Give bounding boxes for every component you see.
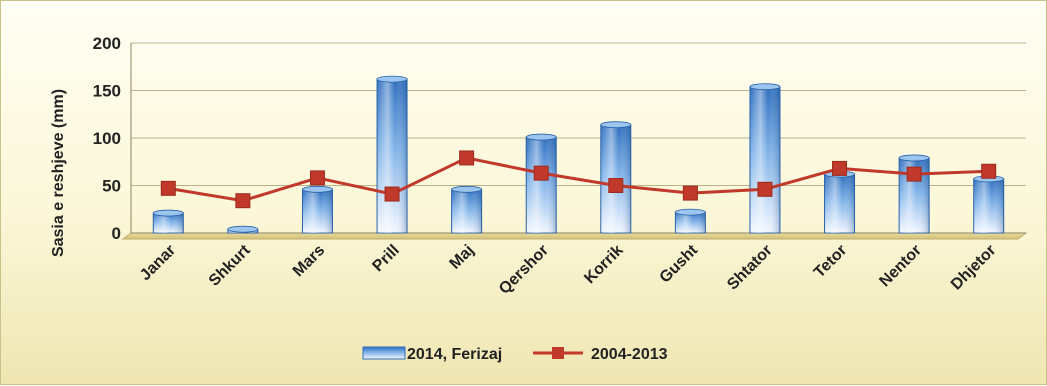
line-series	[160, 150, 997, 209]
x-tick-label: Janar	[137, 242, 179, 284]
line-point	[906, 166, 922, 182]
legend: 2014, Ferizaj 2004-2013	[362, 346, 668, 363]
bar-highlight	[302, 189, 333, 233]
plot-floor	[121, 232, 1028, 240]
x-tick-label: Gusht	[657, 241, 702, 286]
x-tick-label: Dhjetor	[948, 242, 1000, 294]
legend-bar-label: 2014, Ferizaj	[407, 346, 502, 363]
bar-top	[525, 133, 557, 141]
line-point	[384, 186, 400, 202]
line-point	[160, 180, 176, 196]
bar-highlight	[526, 137, 557, 233]
y-tick-label: 50	[102, 177, 121, 196]
bar-highlight	[675, 212, 706, 233]
bar-highlight	[153, 213, 184, 233]
bar-top	[600, 121, 632, 129]
x-tick-label: Korrik	[581, 242, 626, 287]
bar-top	[898, 154, 930, 162]
bar-top	[227, 225, 259, 233]
y-axis-ticks: 0 50 100 150 200	[93, 34, 121, 243]
x-tick-label: Tetor	[811, 242, 850, 281]
grid-lines	[121, 42, 1028, 240]
bar-highlight	[973, 178, 1004, 233]
legend-line-label: 2004-2013	[591, 346, 668, 363]
x-tick-label: Mars	[290, 242, 329, 281]
x-tick-label: Shtator	[724, 242, 776, 294]
x-tick-label: Maj	[447, 242, 478, 273]
line-point	[757, 181, 773, 197]
line-point	[981, 163, 997, 179]
y-tick-label: 100	[93, 129, 121, 148]
legend-bar-swatch	[362, 346, 406, 360]
bar-highlight	[749, 86, 780, 233]
legend-line-marker	[552, 347, 564, 359]
bar-highlight	[377, 79, 408, 233]
line-point	[235, 193, 251, 209]
x-axis-categories: Janar Shkurt Mars Prill Maj Qershor Korrik Gush…	[137, 241, 1000, 298]
line-point	[682, 185, 698, 201]
x-tick-label: Shkurt	[206, 241, 254, 289]
bar-top	[451, 185, 483, 193]
bar-highlight	[451, 189, 482, 233]
bar-series	[152, 75, 1005, 234]
y-axis-label: Sasia e reshjeve (mm)	[50, 89, 67, 257]
bar-top	[674, 208, 706, 216]
x-tick-label: Qershor	[496, 242, 552, 298]
series-line	[168, 156, 989, 203]
line-point	[533, 165, 549, 181]
x-tick-label: Prill	[369, 242, 402, 275]
line-point	[309, 170, 325, 186]
line-point	[832, 160, 848, 176]
y-tick-label: 200	[93, 34, 121, 53]
line-point	[459, 150, 475, 166]
y-tick-label: 0	[112, 224, 121, 243]
bar-top	[302, 185, 333, 193]
bar-top	[152, 209, 184, 217]
line-point	[608, 178, 624, 193]
bar-top	[376, 75, 408, 83]
bar-top	[749, 83, 781, 91]
x-tick-label: Nentor	[876, 242, 924, 290]
y-tick-label: 150	[93, 82, 121, 101]
bar-highlight	[824, 174, 855, 233]
